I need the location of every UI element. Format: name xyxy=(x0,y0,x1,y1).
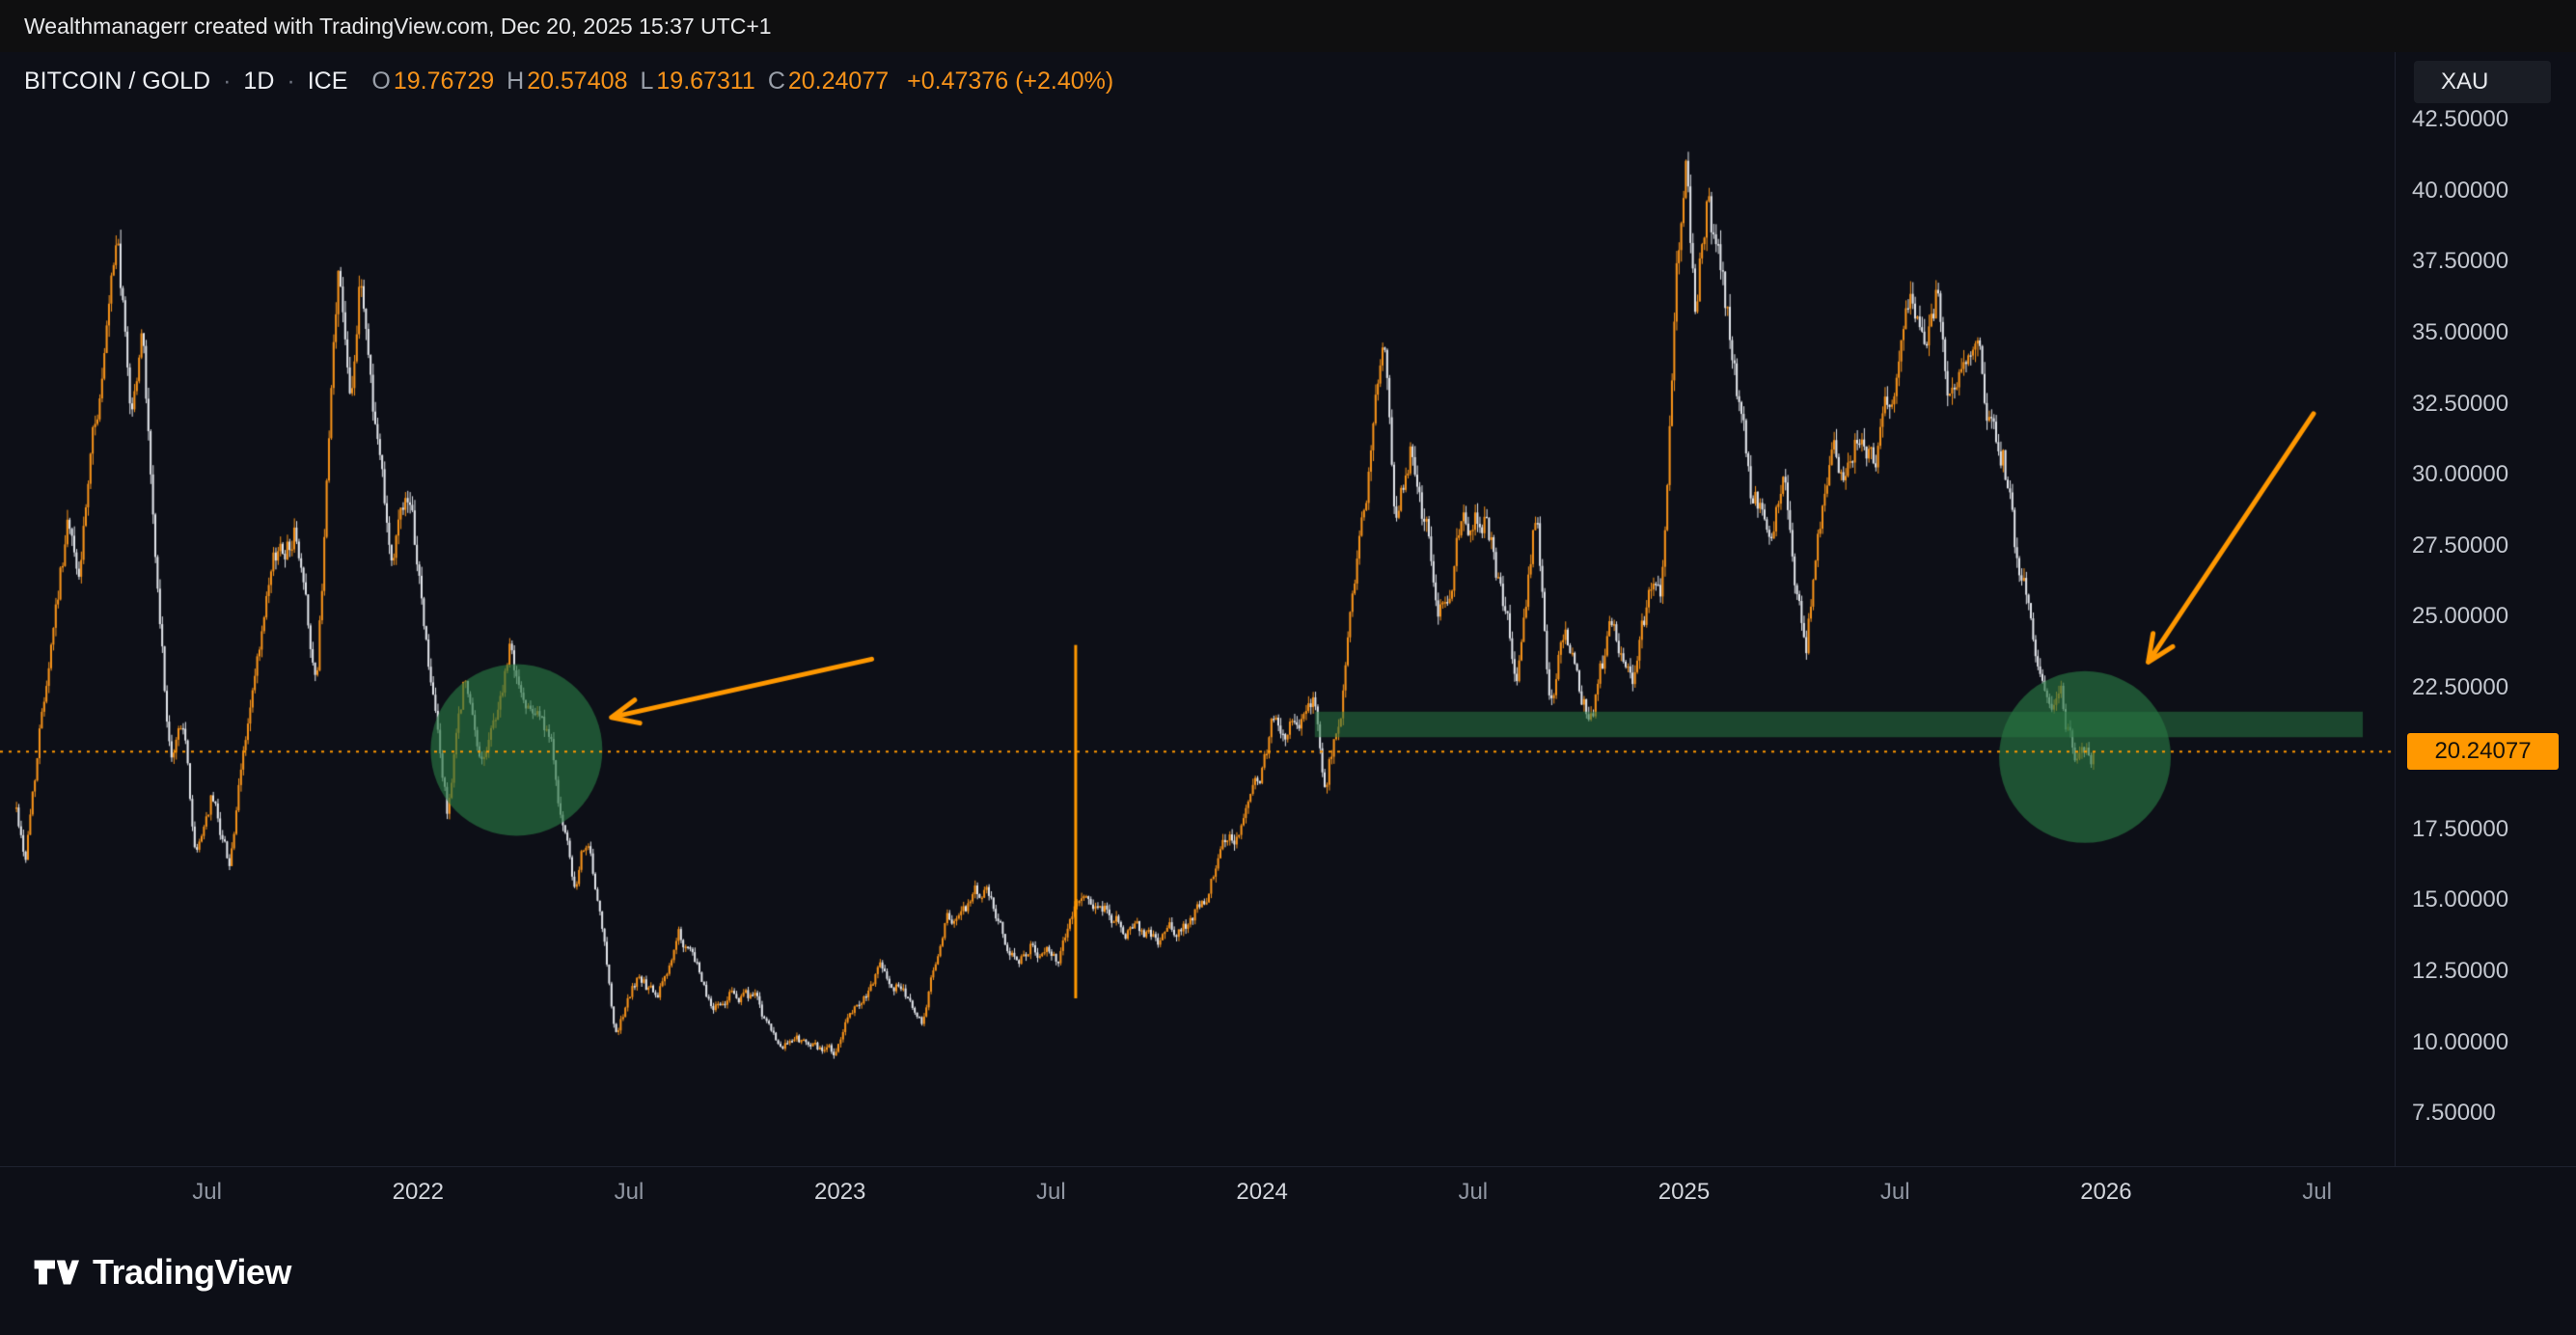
attribution-text: Wealthmanagerr created with TradingView.… xyxy=(24,13,772,39)
quote-currency-badge[interactable]: XAU xyxy=(2414,61,2551,103)
exchange-label: ICE xyxy=(307,68,348,95)
time-axis-label: Jul xyxy=(2302,1179,2332,1205)
high-value: 20.57408 xyxy=(527,68,628,95)
time-axis-divider xyxy=(0,1166,2576,1167)
price-axis[interactable]: 42.50000 40.00000 37.50000 35.00000 32.50000… xyxy=(2395,52,2576,1166)
chart-header: BITCOIN / GOLD · 1D · ICE O 19.76729 H 2… xyxy=(24,68,1113,95)
price-axis-label: 12.50000 xyxy=(2412,958,2509,985)
time-axis-label: 2023 xyxy=(813,1179,866,1205)
close-value: 20.24077 xyxy=(787,68,890,95)
header-separator: · xyxy=(287,68,295,95)
ohlc-open: O 19.76729 xyxy=(371,68,494,95)
time-axis-label: 2024 xyxy=(1236,1179,1288,1205)
tradingview-logo[interactable]: TradingView xyxy=(31,1248,291,1296)
price-axis-label: 10.00000 xyxy=(2412,1028,2509,1055)
price-axis-label: 7.50000 xyxy=(2412,1100,2496,1127)
time-axis-label: Jul xyxy=(1879,1179,1910,1205)
time-axis-label: Jul xyxy=(614,1179,644,1205)
time-axis-label: Jul xyxy=(1458,1179,1489,1205)
open-letter: O xyxy=(371,68,391,95)
ohlc-high: H 20.57408 xyxy=(507,68,627,95)
timeframe-label[interactable]: 1D xyxy=(243,68,275,95)
price-axis-label: 42.50000 xyxy=(2412,106,2509,133)
price-axis-label: 15.00000 xyxy=(2412,886,2509,913)
last-price-value: 20.24077 xyxy=(2434,738,2532,764)
low-value: 19.67311 xyxy=(656,68,755,95)
price-axis-label: 17.50000 xyxy=(2412,815,2509,842)
time-axis-label: 2025 xyxy=(1658,1179,1711,1205)
price-change: +0.47376 (+2.40%) xyxy=(907,68,1114,95)
tradingview-wordmark: TradingView xyxy=(93,1252,291,1292)
time-axis[interactable]: Jul 2022 Jul 2023 Jul 2024 Jul 2025 Jul 2026 Jul xyxy=(0,1167,2576,1223)
time-axis-label: 2026 xyxy=(2080,1179,2132,1205)
price-axis-divider xyxy=(2395,52,2396,1166)
open-value: 19.76729 xyxy=(393,68,495,95)
header-separator: · xyxy=(223,68,232,95)
last-price-tag: 20.24077 xyxy=(2407,733,2559,770)
price-axis-label: 22.50000 xyxy=(2412,673,2509,700)
price-axis-label: 40.00000 xyxy=(2412,177,2509,204)
attribution-bar: Wealthmanagerr created with TradingView.… xyxy=(0,0,2576,52)
price-axis-label: 37.50000 xyxy=(2412,248,2509,275)
price-axis-label: 35.00000 xyxy=(2412,318,2509,345)
ohlc-close: C 20.24077 xyxy=(768,68,889,95)
quote-currency-label: XAU xyxy=(2441,68,2489,95)
low-letter: L xyxy=(640,68,654,95)
price-axis-label: 25.00000 xyxy=(2412,603,2509,630)
symbol-title[interactable]: BITCOIN / GOLD xyxy=(24,68,211,95)
time-axis-label: Jul xyxy=(192,1179,222,1205)
time-axis-label: Jul xyxy=(1036,1179,1066,1205)
price-axis-label: 27.50000 xyxy=(2412,531,2509,559)
price-axis-label: 30.00000 xyxy=(2412,461,2509,488)
time-axis-label: 2022 xyxy=(392,1179,444,1205)
ohlc-low: L 19.67311 xyxy=(640,68,754,95)
close-letter: C xyxy=(767,68,785,95)
tradingview-logo-icon xyxy=(31,1248,79,1296)
high-letter: H xyxy=(507,68,525,95)
price-axis-label: 32.50000 xyxy=(2412,390,2509,417)
